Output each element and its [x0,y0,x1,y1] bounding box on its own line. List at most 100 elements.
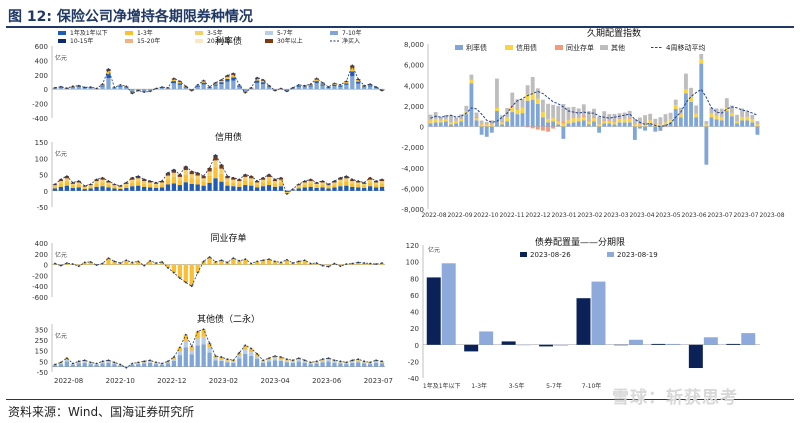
net-buy-point [190,89,193,92]
bar-segment [750,122,755,127]
net-buy-point [321,358,324,361]
net-buy-point [125,181,128,184]
bar-segment [112,88,117,90]
bar-segment [153,363,159,365]
bar-segment [225,178,230,182]
bar-segment [201,336,206,345]
bar-segment [714,115,719,117]
net-buy-point [143,360,146,363]
bar-segment [255,184,260,188]
legend-swatch [195,31,203,35]
bar-segment [719,117,724,121]
net-buy-point [77,360,80,363]
bar [278,262,284,265]
bar-segment [70,185,75,188]
bar-segment [243,353,248,367]
bar-segment [58,181,64,184]
bar-segment [76,187,81,191]
bar-segment [159,88,165,90]
net-buy-point [83,359,86,362]
bar-segment [225,362,230,367]
bar-segment [326,361,331,367]
bar-segment [530,92,535,100]
bar-segment [546,103,550,120]
legend-swatch [195,39,203,43]
bar-segment [320,83,325,85]
bar-segment [58,364,64,367]
net-buy-point [345,361,348,364]
ytick-label: -50 [37,369,48,377]
unit-label: 亿元 [428,246,440,254]
bar-segment [541,126,545,131]
net-buy-point [149,180,152,182]
bar-segment [362,87,367,90]
bar-segment [479,126,484,135]
bar-segment [118,186,123,188]
bar-segment [320,187,325,191]
bar-segment [362,363,367,367]
bar-segment [136,176,141,179]
title-rule [6,26,794,28]
watermark: 雪球：斩获思考 [612,388,738,408]
bar-segment [551,126,556,129]
bar-segment [124,187,129,191]
net-buy-point [262,359,264,362]
bar [147,260,153,265]
bar-segment [332,182,337,185]
bar-segment [112,185,117,187]
bar-segment [658,126,663,131]
bar-segment [76,363,81,367]
net-buy-point [71,181,74,184]
bar [651,343,666,345]
bar-segment [195,86,200,90]
bar-segment [82,88,87,90]
bar-segment [332,361,337,363]
net-buy-point [89,361,92,364]
ytick-label: -8,000 [401,206,424,214]
bar-segment [556,121,561,125]
bar-segment [704,126,709,165]
bar-segment [314,187,319,191]
bar-segment [373,88,379,90]
bar-segment [709,117,714,127]
net-buy-point [155,181,157,184]
net-buy-point [351,64,354,67]
bar-segment [76,87,81,90]
bar-segment [344,84,349,90]
bar-segment [576,108,581,118]
bar-segment [195,172,200,176]
bar-segment [320,84,325,86]
bar-segment [94,364,99,365]
bar-segment [231,177,236,180]
bar-segment [296,359,301,362]
bar-segment [260,80,266,83]
bar-segment [607,120,612,122]
bar [356,262,361,265]
bar-segment [551,121,556,127]
bar-segment [231,182,236,187]
bar-segment [302,362,307,367]
bar-segment [314,79,319,82]
net-buy-point [333,262,336,265]
bar [726,343,741,345]
net-buy-point [232,176,235,179]
bar-segment [338,186,343,191]
bar-segment [201,329,206,337]
bar-segment [112,186,117,189]
bar-segment [207,168,212,172]
bar-segment [94,181,99,184]
bar-segment [58,87,64,90]
bar-segment [284,191,290,193]
net-buy-point [167,266,169,269]
bar-segment [225,181,230,186]
net-buy-point [54,363,56,366]
bar [213,261,218,265]
net-buy-point [161,180,163,182]
bar-segment [272,89,278,90]
bar-segment [745,117,750,121]
ytick-label: 250 [35,337,48,345]
bar-segment [142,183,147,187]
bar-segment [373,362,379,367]
bar-segment [332,187,337,191]
xtick-label: 2022-08 [421,212,446,219]
